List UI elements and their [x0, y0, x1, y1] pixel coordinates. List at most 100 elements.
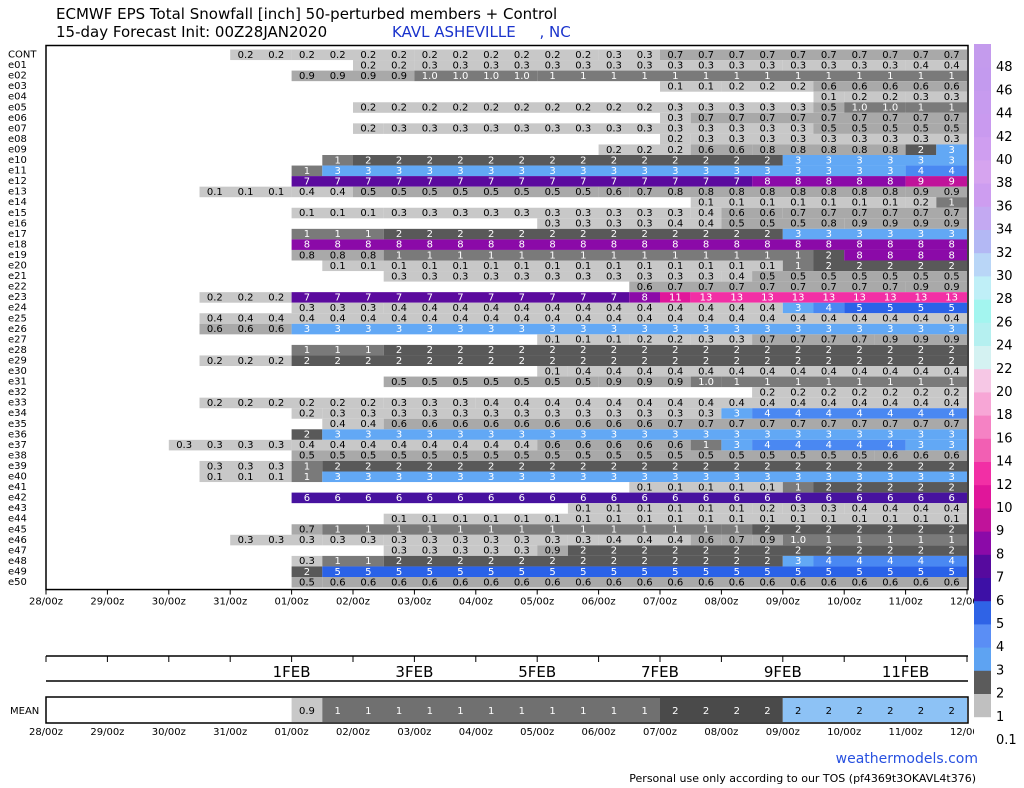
- snow-value: 0.1: [514, 261, 530, 272]
- snow-cell: [291, 450, 875, 461]
- snow-value: 0.1: [483, 514, 499, 525]
- snow-value: 2: [611, 229, 617, 240]
- mean-tick-label: 01/00z: [275, 727, 309, 738]
- snow-value: 0.4: [514, 303, 530, 314]
- snow-value: 0.5: [483, 187, 499, 198]
- snow-value: 2: [887, 345, 893, 356]
- snow-value: 0.1: [698, 261, 714, 272]
- snow-value: 0.1: [391, 261, 407, 272]
- snow-cell: [782, 503, 845, 514]
- snow-value: 0.2: [268, 292, 284, 303]
- snow-value: 1: [734, 71, 740, 82]
- snow-value: 2: [734, 546, 740, 557]
- snow-cell: [383, 123, 814, 134]
- snow-value: 0.2: [330, 398, 346, 409]
- snow-value: 0.5: [852, 451, 868, 462]
- snow-value: 0.6: [514, 577, 530, 588]
- snow-cell: [905, 197, 937, 208]
- snow-value: 5: [918, 567, 924, 578]
- snow-value: 2: [918, 461, 924, 472]
- mean-tick-label: 07/00z: [643, 727, 677, 738]
- snow-value: 7: [334, 176, 340, 187]
- snow-value: 0.9: [545, 546, 561, 557]
- snow-value: 1: [611, 250, 617, 261]
- snow-cell: [629, 292, 660, 303]
- snow-value: 0.1: [637, 482, 653, 493]
- snow-value: 0.1: [759, 198, 775, 209]
- snow-value: 0.4: [545, 303, 561, 314]
- snow-value: 0.3: [422, 124, 438, 135]
- snow-value: 1.0: [852, 103, 868, 114]
- snow-value: 0.1: [360, 208, 376, 219]
- member-label: e40: [8, 472, 27, 483]
- member-label: e42: [8, 493, 27, 504]
- snow-cell: [383, 207, 691, 219]
- snow-value: 2: [948, 345, 954, 356]
- snow-cell: [752, 334, 875, 345]
- snow-value: 0.5: [821, 124, 837, 135]
- snow-cell: [844, 102, 906, 113]
- snow-cell: [353, 60, 415, 71]
- snow-cell: [598, 534, 660, 546]
- snow-cell: [567, 545, 967, 556]
- snow-value: 0.1: [360, 261, 376, 272]
- snow-value: 0.8: [299, 250, 315, 261]
- snow-value: 5: [334, 567, 340, 578]
- snow-value: 0.5: [422, 187, 438, 198]
- member-label: e48: [8, 556, 27, 567]
- snow-value: 0.4: [207, 314, 223, 325]
- snow-value: 0.3: [391, 398, 407, 409]
- snow-value: 0.2: [360, 103, 376, 114]
- snow-value: 0.7: [944, 113, 960, 124]
- snow-value: 3: [365, 430, 371, 441]
- snow-cell: [291, 355, 968, 366]
- snow-value: 0.3: [606, 409, 622, 420]
- snow-value: 8: [365, 240, 371, 251]
- snow-value: 2: [611, 155, 617, 166]
- snow-value: 0.7: [698, 419, 714, 430]
- snow-value: 0.6: [759, 208, 775, 219]
- snow-value: 0.1: [790, 514, 806, 525]
- snow-value: 5: [457, 567, 463, 578]
- snow-value: 0.3: [483, 208, 499, 219]
- snow-cell: [690, 334, 753, 345]
- snow-value: 0.3: [514, 535, 530, 546]
- snow-value: 1: [396, 525, 402, 536]
- snow-value: 3: [672, 472, 678, 483]
- snow-value: 2: [488, 461, 494, 472]
- snow-cell: [721, 376, 967, 388]
- snow-value: 0.2: [238, 398, 254, 409]
- snow-value: 0.3: [698, 271, 714, 282]
- snow-value: 0.4: [545, 398, 561, 409]
- snow-value: 0.7: [852, 282, 868, 293]
- snow-value: 0.1: [606, 503, 622, 514]
- snow-value: 3: [457, 430, 463, 441]
- snow-value: 3: [396, 324, 402, 335]
- member-label: e04: [8, 92, 27, 103]
- member-label: e13: [8, 187, 27, 198]
- colorbar-label: 44: [996, 107, 1013, 122]
- snow-value: 0.4: [330, 419, 346, 430]
- snow-value: 0.3: [575, 271, 591, 282]
- snow-value: 0.8: [852, 187, 868, 198]
- snow-value: 2: [427, 155, 433, 166]
- snow-value: 2: [764, 229, 770, 240]
- snow-value: 0.4: [330, 440, 346, 451]
- snow-value: 0.6: [575, 440, 591, 451]
- member-label: e25: [8, 313, 27, 324]
- mean-tick-label: 05/00z: [520, 727, 554, 738]
- snow-value: 0.3: [667, 60, 683, 71]
- snow-value: 0.5: [545, 451, 561, 462]
- snow-value: 0.8: [759, 145, 775, 156]
- snow-value: 2: [734, 345, 740, 356]
- snow-cell: [660, 186, 906, 198]
- snow-value: 0.2: [422, 103, 438, 114]
- watermark[interactable]: weathermodels.com: [835, 751, 978, 767]
- snow-value: 0.3: [729, 335, 745, 346]
- snow-value: 0.3: [391, 409, 407, 420]
- snow-value: 8: [641, 292, 647, 303]
- member-label: e08: [8, 134, 27, 145]
- snow-value: 8: [856, 240, 862, 251]
- snow-value: 7: [457, 292, 463, 303]
- x-tick-label: 28/00z: [29, 597, 63, 608]
